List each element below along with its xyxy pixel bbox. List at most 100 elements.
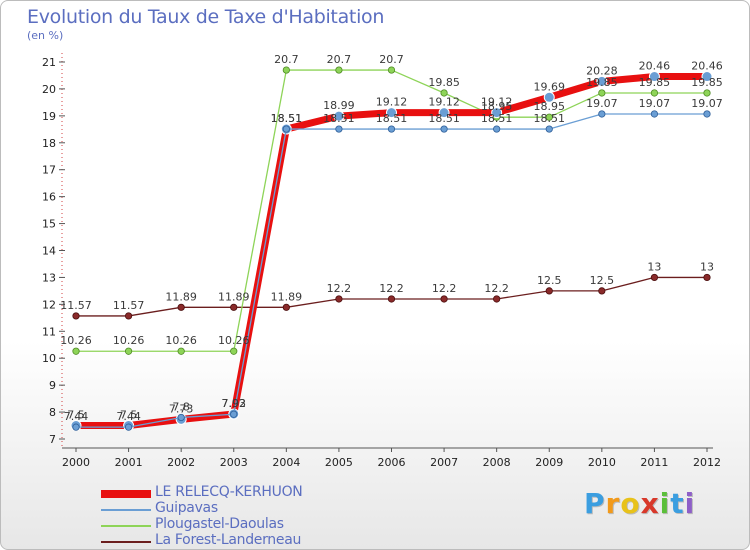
logo-letter: i [684,487,696,520]
legend-swatch [101,509,151,511]
logo-letter: r [605,487,621,520]
dot-forest [703,273,711,282]
data-label: 12.2 [484,282,509,295]
data-label: 11.57 [60,299,92,312]
y-tick-label: 8 [49,406,56,419]
y-tick-label: 15 [42,218,56,231]
dot-relecq [333,110,345,122]
data-label: 7.93 [222,397,247,410]
dot-guipavas [650,110,659,118]
dot-guipavas [493,125,501,133]
y-tick-label: 9 [49,379,56,392]
dot-relecq [648,71,660,83]
dot-forest [72,312,80,320]
dot-plougastel [387,66,396,74]
dot-plougastel [230,347,238,355]
x-tick-label: 2001 [115,456,143,469]
y-tick-label: 14 [42,245,56,258]
dot-plougastel [72,347,80,355]
data-label: 18.99 [323,99,355,112]
legend-swatch [101,541,151,543]
x-tick-label: 2009 [535,456,563,469]
legend-label: Guipavas [155,500,218,516]
dot-forest [177,303,185,311]
dot-guipavas [387,125,396,133]
proxiti-logo: Proxiti [584,487,695,520]
x-tick-label: 2002 [167,456,195,469]
dot-forest [387,295,396,303]
data-label: 7.44 [116,410,141,423]
data-label: 20.7 [379,53,404,66]
dot-forest [545,287,553,295]
legend-swatch [101,490,151,498]
y-tick-label: 19 [42,110,56,123]
dot-relecq [491,107,503,119]
x-tick-label: 2006 [378,456,406,469]
data-label: 11.57 [113,299,145,312]
dot-guipavas [124,423,133,431]
dot-plougastel [650,89,659,97]
dot-guipavas [440,125,448,133]
data-label: 20.46 [691,60,723,73]
y-tick-label: 17 [42,164,56,177]
dot-plougastel [177,347,185,355]
x-tick-label: 2008 [483,456,511,469]
data-label: 11.89 [271,290,303,303]
logo-letter: i [659,487,671,520]
data-label: 19.12 [481,96,513,109]
dot-plougastel [703,89,711,97]
logo-letter: P [584,487,606,520]
data-label: 20.7 [274,53,299,66]
data-label: 19.12 [428,96,460,109]
dot-plougastel [124,347,133,355]
dot-forest [493,295,501,303]
dot-relecq [596,75,608,87]
dot-forest [440,295,448,303]
data-label: 10.26 [113,334,145,347]
dot-forest [230,303,238,311]
dot-relecq [438,107,450,119]
data-label: 10.26 [60,334,92,347]
dot-guipavas [177,413,185,422]
dot-relecq [543,91,555,103]
dot-forest [124,312,133,320]
x-tick-label: 2005 [325,456,353,469]
dot-plougastel [545,113,553,121]
y-tick-label: 20 [42,83,56,96]
data-label: 13 [700,260,714,273]
data-label: 10.26 [218,334,250,347]
series-line-guipavas [75,113,708,428]
x-tick-label: 2003 [220,456,248,469]
data-label: 7.8 [172,400,190,413]
data-label: 19.07 [586,97,618,110]
legend-label: La Forest-Landerneau [155,532,302,548]
data-label: 20.28 [586,64,618,77]
data-label: 18.95 [481,100,513,113]
dot-plougastel [335,66,343,74]
y-tick-label: 7 [49,433,56,446]
data-label: 10.26 [165,334,197,347]
y-tick-label: 10 [42,352,56,365]
data-label: 12.5 [590,274,615,287]
dot-plougastel [282,66,290,74]
x-tick-label: 2010 [588,456,616,469]
legend-label: Plougastel-Daoulas [155,516,284,532]
y-tick-label: 12 [42,298,56,311]
data-label: 7.5 [67,409,85,422]
data-label: 12.2 [379,282,404,295]
dot-relecq [386,107,397,119]
y-tick-label: 18 [42,137,56,150]
data-label: 12.2 [327,282,352,295]
data-label: 7.73 [169,402,194,415]
data-label: 19.85 [639,76,671,89]
dot-plougastel [598,89,606,97]
dot-guipavas [598,110,606,118]
data-label: 18.51 [323,112,355,125]
dot-forest [335,295,343,303]
y-tick-label: 21 [42,56,56,69]
x-tick-label: 2000 [62,456,90,469]
x-tick-label: 2012 [693,456,721,469]
logo-letter: x [640,487,660,520]
